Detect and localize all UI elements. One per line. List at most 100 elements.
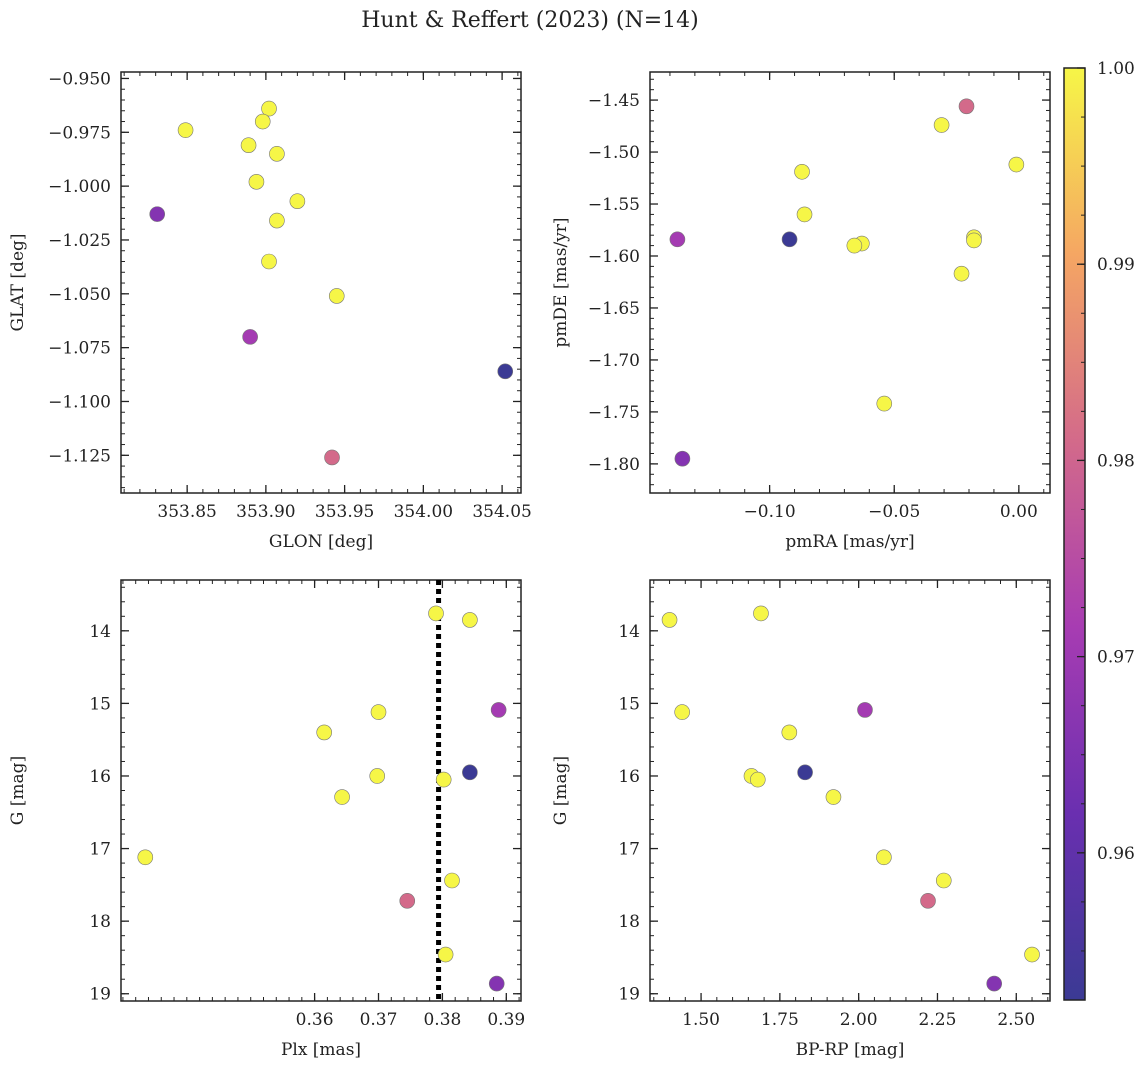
- scatter-point: [986, 975, 1003, 992]
- scatter-point: [324, 449, 340, 466]
- y-tick-label: −1.45: [588, 91, 640, 111]
- panels: 353.85 353.90 353.95 354.00 354.05 −0.950 −0.9…: [8, 69, 1051, 1060]
- colorbar-tick-label: 0.99: [1097, 255, 1135, 275]
- y-tick-label: −1.75: [588, 403, 640, 423]
- x-tick-label: 2.00: [840, 1010, 878, 1030]
- y-tick-label: −1.100: [48, 392, 111, 412]
- scatter-point: [289, 193, 306, 210]
- scatter-point: [781, 724, 798, 741]
- scatter-point: [177, 122, 194, 138]
- x-tick-label: 0.37: [360, 1010, 398, 1030]
- y-tick-label: −1.000: [48, 177, 111, 197]
- y-tick-label: 18: [618, 912, 640, 932]
- colorbar-gradient: [1063, 67, 1086, 1001]
- scatter-point: [674, 704, 690, 720]
- scatter-point: [149, 206, 166, 222]
- scatter-point: [781, 231, 798, 248]
- scatter-point: [920, 893, 936, 909]
- panel-2: −0.10 −0.05 0.00 −1.45 −1.50 −1.55 −1.60 −1.65 −…: [551, 71, 1051, 552]
- scatter-point: [796, 206, 813, 223]
- scatter-point: [490, 702, 507, 718]
- y-tick-label: 14: [618, 622, 640, 642]
- scatter-point: [261, 100, 277, 117]
- scatter-point: [462, 764, 478, 781]
- x-axis-label: pmRA [mas/yr]: [785, 532, 914, 552]
- scatter-point: [444, 872, 460, 889]
- x-axis-label: BP-RP [mag]: [796, 1040, 905, 1060]
- y-tick-label: 16: [89, 767, 111, 787]
- x-axis-label: Plx [mas]: [281, 1040, 361, 1060]
- y-tick-label: 14: [89, 622, 111, 642]
- x-tick-label: 353.95: [315, 502, 374, 522]
- x-tick-label: 2.50: [997, 1010, 1035, 1030]
- x-tick-label: 354.05: [472, 502, 531, 522]
- scatter-point: [1008, 156, 1025, 173]
- y-tick-label: 18: [89, 912, 111, 932]
- colorbar-tick-label: 1.00: [1097, 59, 1135, 79]
- x-tick-label: 353.85: [157, 502, 216, 522]
- x-tick-label: −0.05: [868, 502, 920, 522]
- y-tick-label: −1.125: [48, 446, 111, 466]
- x-tick-label: 353.90: [236, 502, 295, 522]
- y-tick-label: 15: [618, 694, 640, 714]
- scatter-point: [953, 265, 970, 282]
- x-tick-label: 0.36: [296, 1010, 334, 1030]
- scatter-point: [242, 329, 258, 345]
- scatter-point: [1024, 946, 1040, 963]
- scatter-point: [254, 113, 271, 130]
- scatter-point: [797, 764, 813, 781]
- plot-frame: [649, 579, 1051, 1002]
- plot-frame: [120, 71, 522, 494]
- y-tick-label: −1.65: [588, 299, 640, 319]
- scatter-point: [261, 253, 277, 270]
- scatter-point: [437, 946, 454, 963]
- x-tick-label: 1.75: [761, 1010, 799, 1030]
- scatter-point: [328, 288, 345, 304]
- x-tick-label: 2.25: [919, 1010, 957, 1030]
- y-tick-label: −1.075: [48, 339, 111, 359]
- scatter-point: [750, 771, 766, 788]
- y-tick-label: −1.80: [588, 455, 640, 475]
- figure-title: Hunt & Reffert (2023) (N=14): [361, 8, 699, 33]
- scatter-point: [370, 704, 387, 720]
- scatter-point: [334, 789, 350, 805]
- x-tick-label: −0.10: [744, 502, 796, 522]
- scatter-point: [488, 975, 505, 992]
- panel-4: 1.50 1.75 2.00 2.25 2.50 14 15 16 17 18 19 BP-RP [m…: [551, 579, 1051, 1060]
- scatter-point: [661, 612, 678, 628]
- panel-3: 0.36 0.37 0.38 0.39 14 15 16 17 18 19 Plx [mas] G […: [8, 579, 525, 1060]
- colorbar-tick-label: 0.97: [1097, 648, 1135, 668]
- y-axis-label: GLAT [deg]: [8, 233, 28, 331]
- scatter-point: [240, 137, 257, 154]
- x-tick-label: 1.50: [682, 1010, 720, 1030]
- y-axis-label: G [mag]: [551, 756, 571, 825]
- y-tick-label: −1.050: [48, 285, 111, 305]
- colorbar-tick-label: 0.96: [1097, 844, 1135, 864]
- scatter-point: [428, 605, 444, 622]
- colorbar-tick-label: 0.98: [1097, 451, 1135, 471]
- plot-frame: [120, 579, 522, 1002]
- scatter-point: [825, 789, 842, 805]
- y-tick-label: 19: [89, 985, 111, 1005]
- y-tick-label: −0.975: [48, 123, 111, 143]
- x-tick-label: 0.39: [487, 1010, 525, 1030]
- scatter-point: [876, 849, 892, 866]
- y-tick-label: −1.50: [588, 143, 640, 163]
- scatter-point: [497, 363, 514, 380]
- panel-1: 353.85 353.90 353.95 354.00 354.05 −0.950 −0.9…: [8, 69, 532, 552]
- scatter-point: [462, 612, 478, 628]
- scatter-point: [933, 117, 950, 133]
- x-tick-label: 0.00: [1000, 502, 1038, 522]
- scatter-point: [674, 450, 691, 467]
- scatter-point: [435, 771, 452, 788]
- scatter-point: [269, 146, 285, 162]
- y-tick-label: 17: [618, 840, 640, 860]
- scatter-point: [399, 893, 416, 909]
- scatter-point: [857, 702, 873, 718]
- scatter-point: [876, 395, 893, 412]
- scatter-point: [316, 724, 332, 741]
- scatter-point: [846, 237, 863, 254]
- y-tick-label: 17: [89, 840, 111, 860]
- scatter-point: [137, 849, 154, 866]
